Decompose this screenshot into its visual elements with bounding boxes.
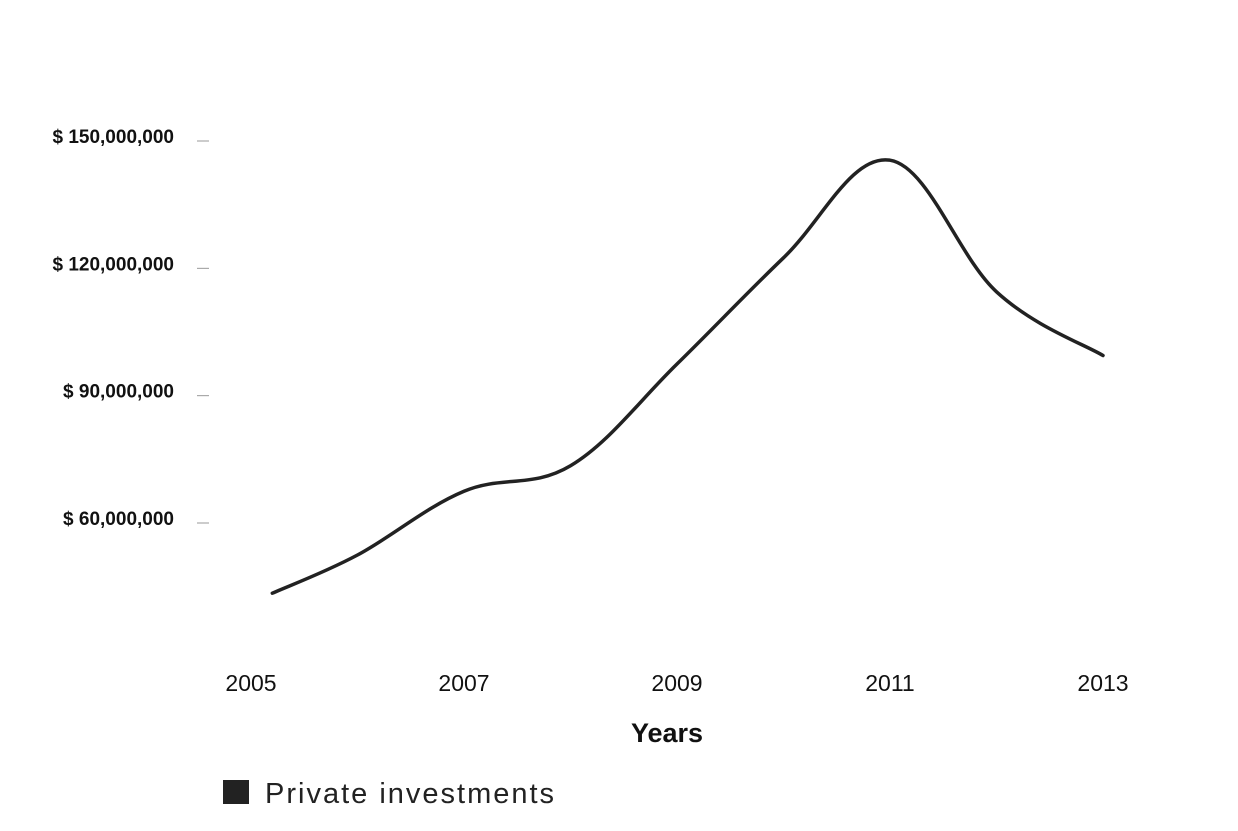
data-point: [569, 464, 573, 468]
data-point: [356, 553, 360, 557]
legend-swatch: [223, 780, 249, 804]
x-axis-title: Years: [631, 718, 703, 748]
legend-label: Private investments: [265, 778, 556, 810]
y-tick-label: $ 60,000,000: [63, 509, 174, 530]
x-axis: 2005 2007 2009 2011 2013: [225, 670, 1128, 696]
y-tick-label: $ 150,000,000: [52, 127, 174, 148]
data-point: [1101, 353, 1105, 357]
data-point: [675, 362, 679, 366]
x-tick-label: 2013: [1077, 670, 1128, 696]
data-point: [462, 489, 466, 493]
y-tick-label: $ 120,000,000: [52, 254, 174, 275]
data-point: [888, 158, 892, 162]
legend: Private investments: [223, 778, 556, 810]
data-point: [270, 591, 274, 595]
x-tick-label: 2011: [865, 670, 914, 696]
data-point: [995, 290, 999, 294]
x-tick-label: 2007: [438, 670, 489, 696]
x-tick-label: 2009: [651, 670, 702, 696]
data-point: [782, 256, 786, 260]
y-axis: $ 60,000,000 $ 90,000,000 $ 120,000,000 $ 1…: [52, 127, 209, 530]
y-tick-label: $ 90,000,000: [63, 382, 174, 403]
series-layer: [270, 158, 1105, 595]
series-line-private-investments: [270, 158, 1105, 595]
x-tick-label: 2005: [225, 670, 276, 696]
